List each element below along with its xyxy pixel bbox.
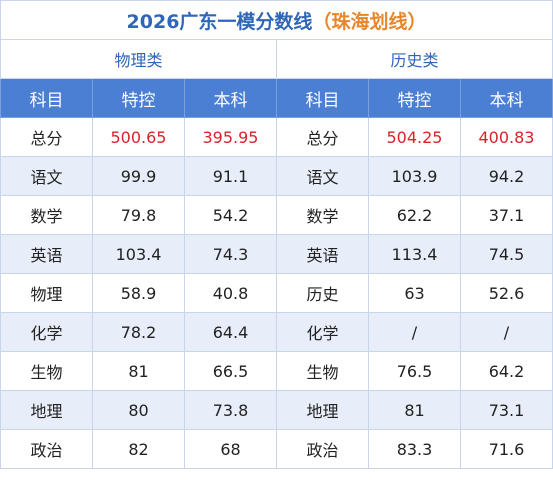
table-row: 政治 82 68 政治 83.3 71.6: [0, 429, 553, 469]
title-row: 2026广东一模分数线（珠海划线）: [0, 0, 553, 40]
score-cell: 71.6: [460, 429, 553, 469]
score-cell: 103.9: [368, 156, 461, 196]
score-cell: 73.8: [184, 390, 277, 430]
score-cell: 82: [92, 429, 185, 469]
subject-cell: 历史: [276, 273, 369, 313]
table-row: 英语 103.4 74.3 英语 113.4 74.5: [0, 234, 553, 274]
score-cell: /: [368, 312, 461, 352]
score-cell: 91.1: [184, 156, 277, 196]
score-cell: 40.8: [184, 273, 277, 313]
header-cell: 科目: [276, 78, 369, 118]
subject-cell: 地理: [0, 390, 93, 430]
title: 2026广东一模分数线: [126, 10, 313, 33]
score-cell: 63: [368, 273, 461, 313]
subject-cell: 物理: [0, 273, 93, 313]
header-row: 科目 特控 本科 科目 特控 本科: [0, 78, 553, 118]
group-cell: 物理类: [0, 39, 277, 79]
score-cell: 68: [184, 429, 277, 469]
score-cell: 78.2: [92, 312, 185, 352]
header-cell: 科目: [0, 78, 93, 118]
score-cell: 81: [368, 390, 461, 430]
subject-cell: 总分: [276, 117, 369, 157]
score-cell: 64.4: [184, 312, 277, 352]
header-cell: 特控: [92, 78, 185, 118]
subject-cell: 数学: [0, 195, 93, 235]
score-cell: 80: [92, 390, 185, 430]
subject-cell: 地理: [276, 390, 369, 430]
subject-cell: 英语: [276, 234, 369, 274]
subject-cell: 生物: [0, 351, 93, 391]
title-cell: 2026广东一模分数线（珠海划线）: [0, 0, 553, 40]
score-cell: 94.2: [460, 156, 553, 196]
subject-cell: 生物: [276, 351, 369, 391]
score-cell: 37.1: [460, 195, 553, 235]
subject-cell: 政治: [0, 429, 93, 469]
score-cell: 400.83: [460, 117, 553, 157]
score-cell: 81: [92, 351, 185, 391]
score-cell: 500.65: [92, 117, 185, 157]
score-cell: 504.25: [368, 117, 461, 157]
subject-cell: 化学: [0, 312, 93, 352]
header-cell: 特控: [368, 78, 461, 118]
score-cell: 395.95: [184, 117, 277, 157]
table-row: 物理 58.9 40.8 历史 63 52.6: [0, 273, 553, 313]
score-cell: /: [460, 312, 553, 352]
score-cell: 52.6: [460, 273, 553, 313]
score-cell: 58.9: [92, 273, 185, 313]
table-row: 化学 78.2 64.4 化学 / /: [0, 312, 553, 352]
table-row: 地理 80 73.8 地理 81 73.1: [0, 390, 553, 430]
score-cell: 83.3: [368, 429, 461, 469]
subject-cell: 语文: [0, 156, 93, 196]
score-cell: 54.2: [184, 195, 277, 235]
score-cell: 76.5: [368, 351, 461, 391]
group-row: 物理类 历史类: [0, 39, 553, 79]
subject-cell: 总分: [0, 117, 93, 157]
table-row: 语文 99.9 91.1 语文 103.9 94.2: [0, 156, 553, 196]
table-body: 总分 500.65 395.95 总分 504.25 400.83 语文 99.9 91.1 语文…: [0, 117, 553, 469]
table-row: 生物 81 66.5 生物 76.5 64.2: [0, 351, 553, 391]
subject-cell: 政治: [276, 429, 369, 469]
table-row: 总分 500.65 395.95 总分 504.25 400.83: [0, 117, 553, 157]
header-cell: 本科: [460, 78, 553, 118]
title-note: （珠海划线）: [312, 10, 427, 33]
score-cell: 74.3: [184, 234, 277, 274]
score-cell: 113.4: [368, 234, 461, 274]
score-cell: 73.1: [460, 390, 553, 430]
score-cell: 79.8: [92, 195, 185, 235]
subject-cell: 语文: [276, 156, 369, 196]
table-row: 数学 79.8 54.2 数学 62.2 37.1: [0, 195, 553, 235]
group-cell: 历史类: [276, 39, 553, 79]
header-cell: 本科: [184, 78, 277, 118]
subject-cell: 数学: [276, 195, 369, 235]
subject-cell: 化学: [276, 312, 369, 352]
score-cell: 66.5: [184, 351, 277, 391]
score-cell: 62.2: [368, 195, 461, 235]
subject-cell: 英语: [0, 234, 93, 274]
score-cell: 64.2: [460, 351, 553, 391]
score-cell: 103.4: [92, 234, 185, 274]
score-cell: 74.5: [460, 234, 553, 274]
score-table: 2026广东一模分数线（珠海划线） 物理类 历史类 科目 特控 本科 科目 特控 本科 总…: [0, 0, 553, 469]
score-cell: 99.9: [92, 156, 185, 196]
